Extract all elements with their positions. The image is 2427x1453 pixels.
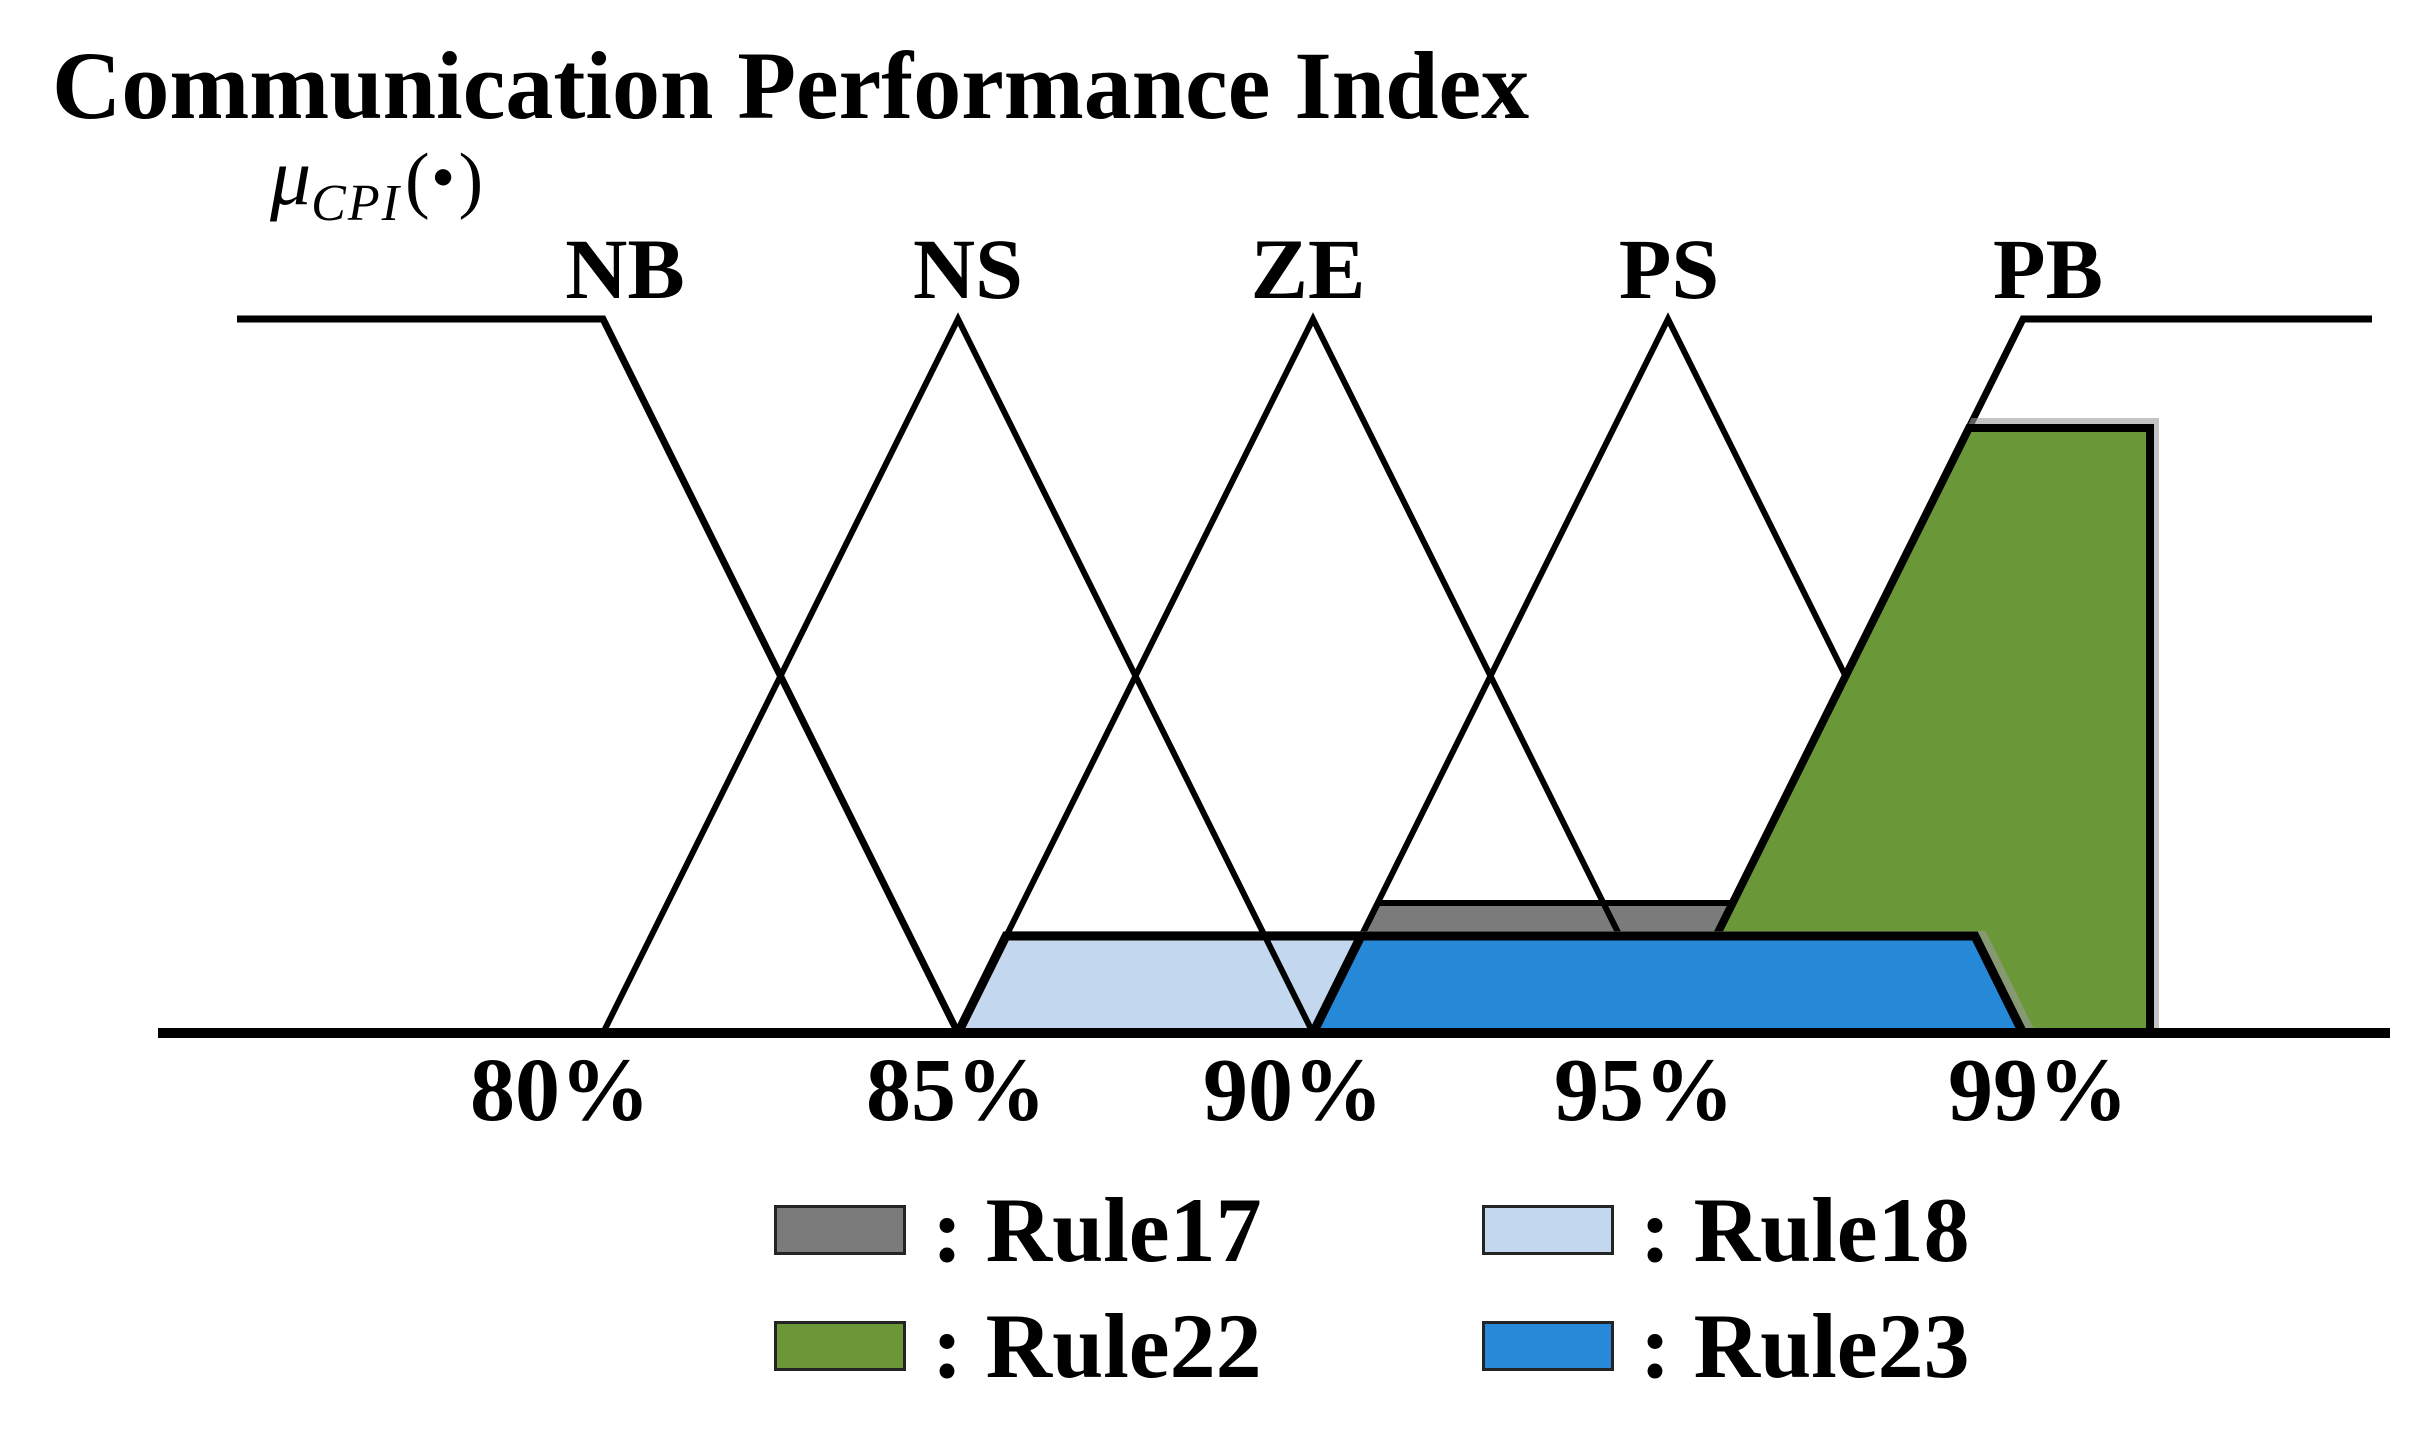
dot-argument: ● (431, 155, 455, 197)
nb-membership-line (237, 315, 962, 1035)
legend-item-rule18: : Rule18 (1482, 1178, 1970, 1282)
open-paren: ( (404, 139, 430, 221)
x-tick-85: 85% (866, 1041, 1046, 1140)
set-label-ze: ZE (1250, 221, 1366, 317)
x-tick-95: 95% (1554, 1041, 1734, 1140)
set-label-pb: PB (1993, 221, 2103, 317)
x-tick-99: 99% (1948, 1041, 2128, 1140)
close-paren: ) (458, 139, 484, 221)
rule22-label: : Rule22 (932, 1295, 1262, 1397)
rule18-swatch (1482, 1205, 1614, 1255)
chart-title: Communication Performance Index (52, 32, 1530, 139)
rule23-swatch (1482, 1321, 1614, 1371)
rule23-label: : Rule23 (1640, 1295, 1970, 1397)
ze-membership-line (955, 312, 1671, 1035)
legend-item-rule23: : Rule23 (1482, 1294, 1970, 1398)
rule18-label: : Rule18 (1640, 1179, 1970, 1281)
set-label-ps: PS (1618, 221, 1720, 317)
y-axis-label: μ CPI ( ● ) (270, 131, 484, 230)
x-tick-90: 90% (1203, 1041, 1383, 1140)
rule17-label: : Rule17 (932, 1179, 1262, 1281)
x-tick-80: 80% (470, 1041, 650, 1140)
rule17-swatch (774, 1205, 906, 1255)
legend-item-rule22: : Rule22 (774, 1294, 1262, 1398)
set-label-nb: NB (565, 221, 685, 317)
rule22-swatch (774, 1321, 906, 1371)
rule23-activation-area (1305, 931, 2031, 1038)
legend-item-rule17: : Rule17 (774, 1178, 1262, 1282)
set-label-ns: NS (913, 221, 1023, 317)
mu-symbol: μ (270, 131, 312, 222)
mu-subscript: CPI (311, 175, 401, 232)
ns-membership-line (600, 312, 1316, 1035)
